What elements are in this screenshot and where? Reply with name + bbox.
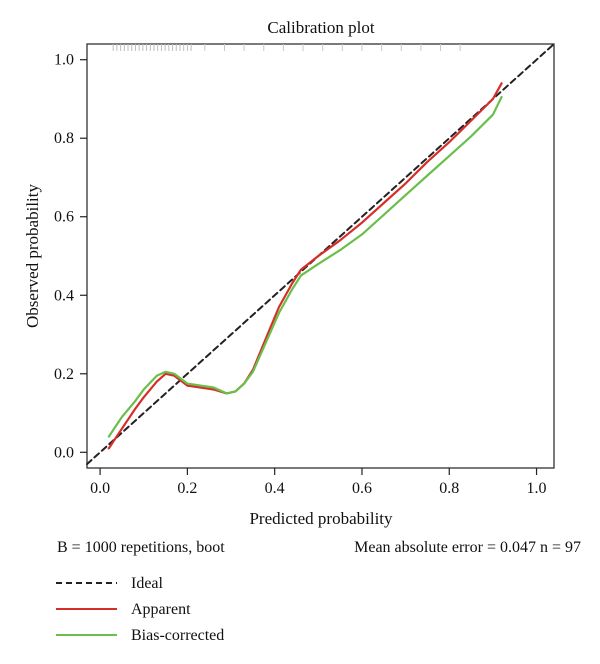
y-axis-label: Observed probability bbox=[23, 184, 42, 328]
y-tick-label: 1.0 bbox=[54, 52, 74, 69]
x-tick-label: 0.4 bbox=[265, 480, 285, 497]
x-tick-label: 0.0 bbox=[90, 480, 110, 497]
legend-label-apparent: Apparent bbox=[131, 601, 191, 618]
x-tick-label: 0.2 bbox=[177, 480, 197, 497]
x-tick-label: 0.8 bbox=[439, 480, 459, 497]
plot-area bbox=[86, 43, 555, 469]
series-line-bias-corrected bbox=[107, 95, 503, 438]
series-lines bbox=[86, 43, 555, 466]
x-tick-label: 0.6 bbox=[352, 480, 372, 497]
x-axis-label: Predicted probability bbox=[249, 509, 393, 528]
legend: Ideal Apparent Bias-corrected bbox=[56, 575, 224, 644]
footnote-right: Mean absolute error = 0.047 n = 97 bbox=[354, 539, 581, 556]
x-tick-label: 1.0 bbox=[527, 480, 547, 497]
legend-label-bias-corrected: Bias-corrected bbox=[131, 627, 224, 644]
rug-marks bbox=[112, 44, 461, 51]
y-tick-label: 0.6 bbox=[54, 209, 74, 226]
x-axis: 0.0 0.2 0.4 0.6 0.8 1.0 bbox=[90, 468, 547, 497]
legend-label-ideal: Ideal bbox=[131, 575, 164, 592]
footnote-left: B = 1000 repetitions, boot bbox=[57, 539, 225, 556]
y-tick-label: 0.2 bbox=[54, 366, 74, 383]
y-tick-label: 0.8 bbox=[54, 130, 74, 147]
y-tick-label: 0.4 bbox=[54, 287, 74, 304]
y-tick-label: 0.0 bbox=[54, 444, 74, 461]
chart-title: Calibration plot bbox=[267, 18, 374, 37]
series-line-apparent bbox=[107, 82, 503, 450]
y-axis: 0.0 0.2 0.4 0.6 0.8 1.0 bbox=[54, 52, 87, 461]
